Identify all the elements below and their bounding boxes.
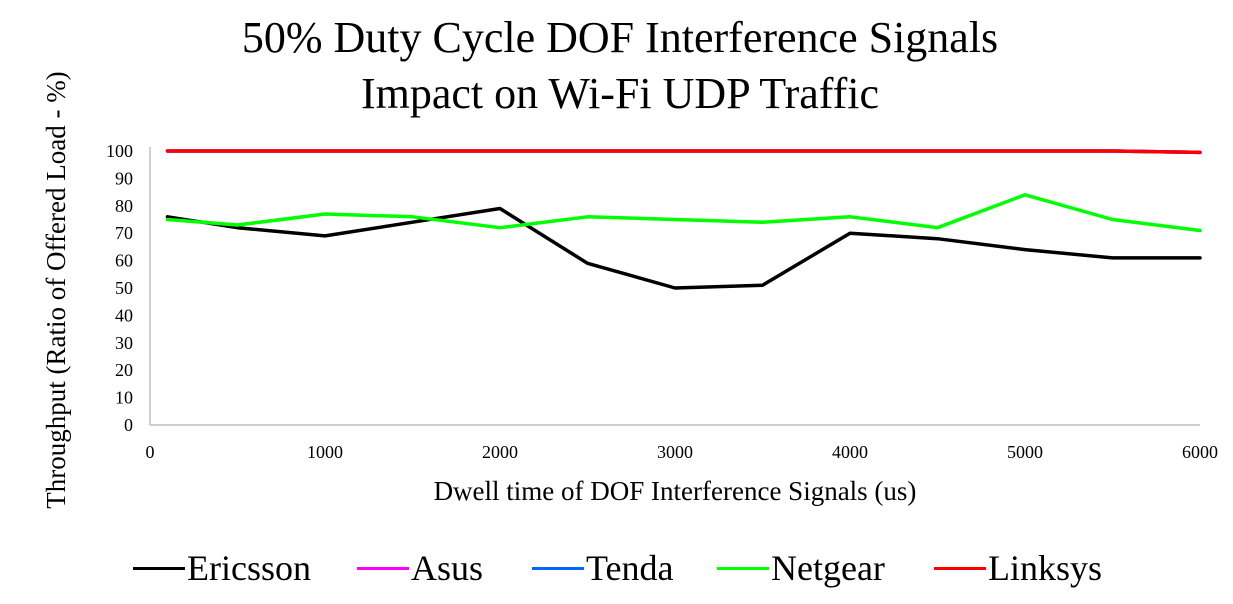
x-tick-label: 1000 — [307, 442, 343, 462]
legend-item-linksys: Linksys — [934, 546, 1102, 590]
x-axis-label: Dwell time of DOF Interference Signals (… — [433, 476, 917, 506]
x-tick-label: 4000 — [832, 442, 868, 462]
y-tick-label: 20 — [115, 360, 133, 380]
legend-swatch — [357, 566, 409, 570]
series-layer — [165, 149, 1202, 290]
y-tick-label: 60 — [115, 251, 133, 271]
y-tick-label: 90 — [115, 168, 133, 188]
chart-title-line-2: Impact on Wi-Fi UDP Traffic — [360, 69, 880, 118]
legend-swatch — [532, 566, 584, 570]
chart-title-line-1: 50% Duty Cycle DOF Interference Signals — [241, 13, 999, 62]
y-tick-label: 40 — [115, 305, 133, 325]
y-tick-label: 0 — [124, 415, 133, 435]
x-tick-label: 2000 — [482, 442, 518, 462]
y-tick-label: 50 — [115, 278, 133, 298]
legend-swatch — [133, 566, 185, 570]
legend-label: Netgear — [771, 548, 885, 588]
series-line-ericsson — [165, 206, 1202, 290]
series-line-linksys — [165, 149, 1202, 155]
series-line-netgear — [165, 193, 1202, 233]
y-tick-label: 30 — [115, 333, 133, 353]
legend-item-asus: Asus — [357, 546, 483, 590]
legend-item-tenda: Tenda — [532, 546, 673, 590]
legend-label: Asus — [411, 548, 484, 588]
legend-label: Linksys — [988, 548, 1103, 588]
legend-label: Ericsson — [187, 548, 311, 588]
y-tick-label: 80 — [115, 196, 133, 216]
legend-swatch — [934, 566, 986, 570]
y-tick-label: 10 — [115, 388, 133, 408]
x-tick-label: 5000 — [1007, 442, 1043, 462]
legend: Ericsson Asus Tenda Netgear Linksys — [0, 546, 1233, 590]
legend-item-ericsson: Ericsson — [133, 546, 311, 590]
legend-item-netgear: Netgear — [717, 546, 885, 590]
x-tick-label: 3000 — [657, 442, 693, 462]
y-tick-label: 100 — [106, 141, 133, 161]
x-tick-label: 6000 — [1182, 442, 1218, 462]
x-tick-label: 0 — [146, 442, 155, 462]
y-tick-label: 70 — [115, 223, 133, 243]
legend-label: Tenda — [586, 548, 674, 588]
legend-swatch — [717, 566, 769, 570]
